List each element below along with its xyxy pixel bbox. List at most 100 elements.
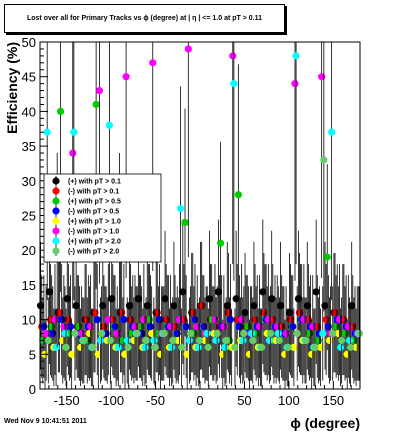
data-point: [168, 343, 176, 351]
legend-entry: (-) with pT > 2.0: [68, 249, 119, 256]
data-point: [74, 322, 82, 331]
y-tick-label: 10: [22, 313, 36, 328]
data-point: [201, 336, 209, 345]
data-point: [105, 121, 114, 129]
y-tick-label: 20: [22, 243, 36, 258]
data-point: [70, 128, 78, 136]
data-point: [86, 322, 95, 331]
data-point: [248, 329, 256, 338]
data-point: [151, 343, 159, 351]
y-tick-label: 15: [22, 278, 36, 293]
legend-marker: [52, 217, 60, 225]
axes-layer: -150 -100 -50 0 50 100 150 0 5 10 15 20 25 30 35 40 45 50…: [4, 35, 361, 431]
data-point: [221, 343, 229, 351]
data-point: [185, 336, 194, 345]
data-point: [44, 336, 52, 345]
data-point: [161, 295, 169, 303]
data-point: [303, 302, 311, 310]
data-point: [191, 316, 199, 324]
data-point: [124, 343, 132, 351]
data-point: [355, 329, 364, 338]
data-point: [43, 128, 51, 136]
data-point: [316, 343, 325, 351]
data-point: [100, 322, 108, 331]
data-point: [250, 302, 258, 310]
data-point: [62, 343, 70, 351]
data-point: [214, 288, 222, 296]
data-point: [229, 52, 237, 60]
data-point: [338, 336, 346, 345]
data-point: [146, 322, 155, 331]
data-point: [69, 149, 77, 157]
y-tick-label: 35: [22, 139, 36, 154]
data-point: [114, 343, 122, 351]
y-tick-label: 45: [22, 70, 36, 85]
data-point: [284, 343, 292, 351]
data-point: [120, 316, 128, 324]
data-point: [328, 128, 336, 136]
y-axis-label: Efficiency (%): [4, 42, 20, 134]
x-tick-label: 100: [278, 393, 300, 408]
data-point: [68, 350, 76, 358]
data-point: [251, 316, 259, 324]
data-point: [179, 288, 187, 296]
series-7: [44, 42, 364, 387]
data-point: [150, 336, 158, 345]
x-tick-label: -150: [54, 393, 80, 408]
data-point: [189, 309, 197, 317]
data-point: [266, 329, 275, 338]
x-axis-label: ϕ (degree): [290, 415, 360, 431]
legend-box: [43, 173, 162, 263]
y-tick-label: 5: [29, 347, 36, 362]
data-point: [325, 336, 334, 345]
data-point: [126, 316, 135, 324]
legend-entry: (+) with pT > 0.1: [68, 179, 121, 186]
data-point: [160, 329, 168, 338]
data-point: [92, 100, 100, 109]
data-point: [203, 329, 211, 338]
data-point: [166, 322, 175, 331]
timestamp: Wed Nov 9 10:41:51 2011: [4, 418, 87, 425]
series-layer: [36, 42, 364, 389]
data-point: [232, 295, 240, 303]
y-tick-label: 25: [22, 209, 36, 224]
data-point: [148, 329, 156, 338]
data-point: [223, 302, 231, 310]
data-point: [156, 350, 165, 358]
data-point: [249, 336, 257, 345]
data-point: [95, 86, 104, 95]
data-point: [193, 322, 201, 331]
data-point: [71, 329, 79, 338]
legend-marker: [52, 177, 60, 185]
y-tick-label: 0: [29, 382, 36, 397]
data-point: [195, 336, 204, 345]
data-point: [52, 343, 60, 351]
data-point: [291, 80, 299, 88]
data-point: [80, 336, 88, 345]
data-point: [274, 329, 282, 338]
data-point: [258, 343, 266, 351]
data-point: [312, 288, 320, 296]
legend-marker: [52, 237, 60, 245]
data-point: [211, 316, 219, 324]
y-tick-label: 30: [22, 174, 36, 189]
data-point: [204, 343, 212, 351]
data-point: [198, 302, 206, 310]
data-point: [173, 329, 181, 338]
data-point: [56, 107, 65, 115]
data-point: [320, 156, 328, 164]
data-point: [231, 343, 239, 351]
data-point: [346, 343, 355, 351]
data-point: [170, 302, 178, 310]
data-point: [93, 316, 101, 324]
data-point: [238, 316, 246, 324]
y-tick-label: 40: [22, 104, 36, 119]
data-point: [205, 295, 214, 303]
legend-marker: [52, 187, 60, 195]
x-tick-label: 0: [196, 393, 203, 408]
data-point: [216, 239, 225, 247]
data-point: [178, 343, 186, 351]
data-point: [224, 309, 232, 317]
data-point: [275, 336, 284, 345]
